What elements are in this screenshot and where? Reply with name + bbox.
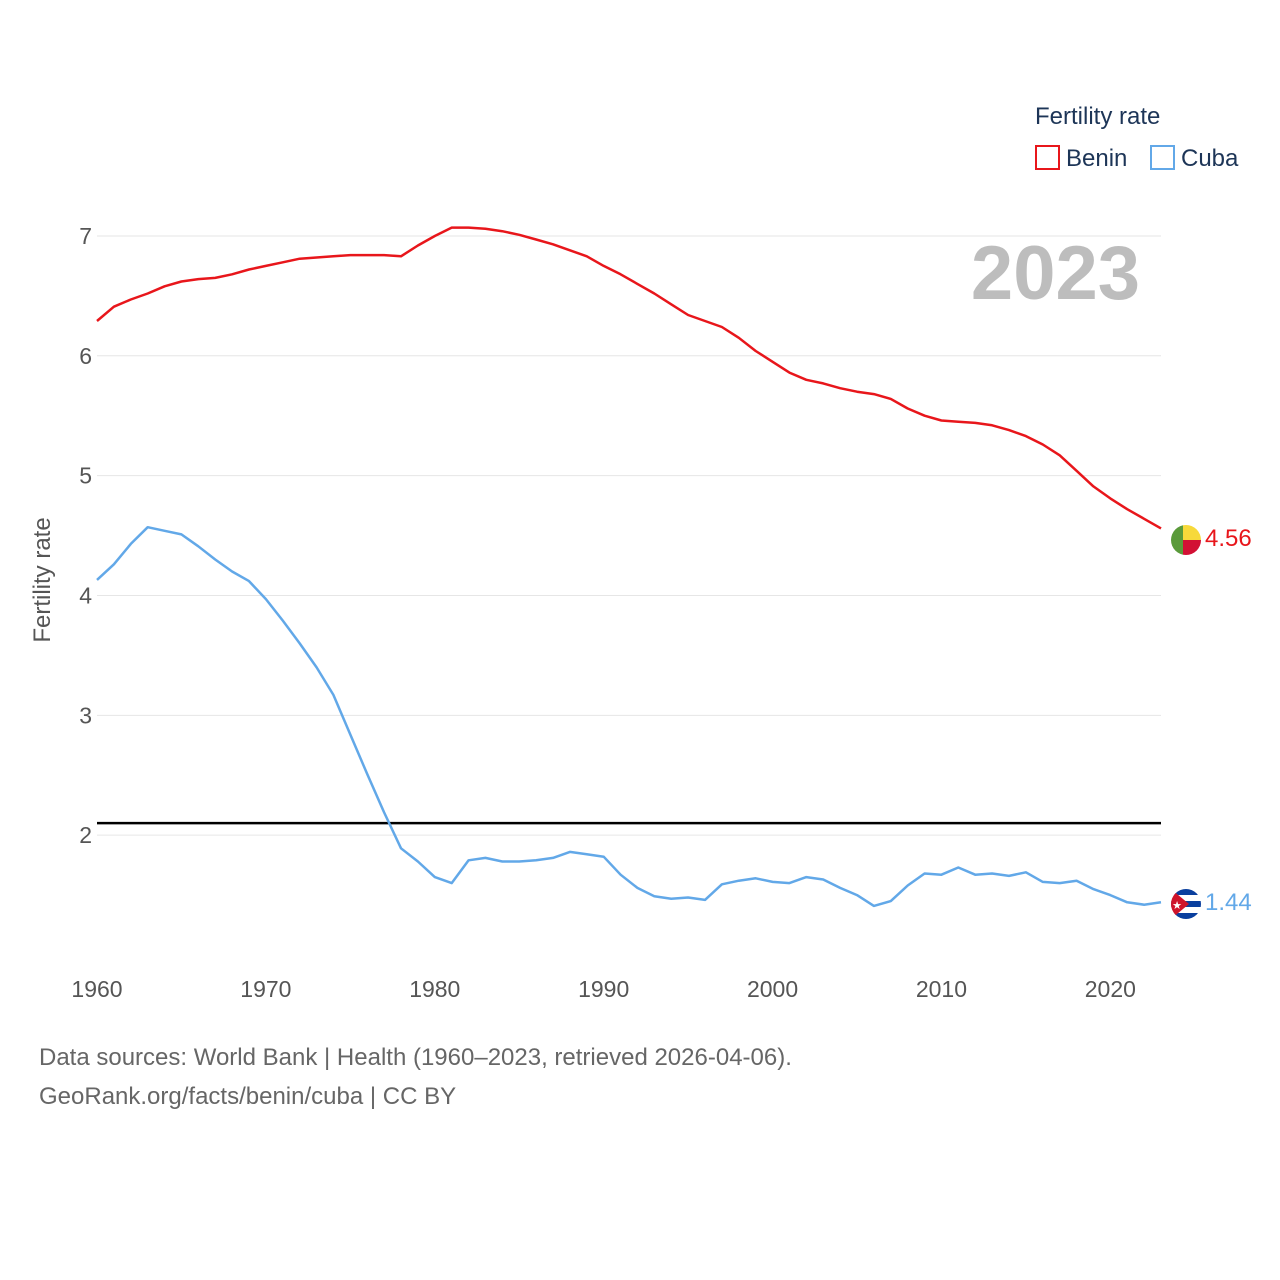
svg-text:★: ★ <box>1172 899 1182 912</box>
x-tick-label: 1960 <box>71 976 122 1002</box>
gridlines <box>97 235 1161 836</box>
fertility-rate-chart: 2 3 4 5 6 7 1960 1970 1980 1990 2000 2010 2020 Fert… <box>29 103 1252 1002</box>
x-tick-label: 2000 <box>747 976 798 1002</box>
footer-source: Data sources: World Bank | Health (1960–… <box>39 1044 792 1071</box>
legend: Fertility rate Benin Cuba <box>1035 103 1239 172</box>
series-lines <box>96 226 1162 908</box>
x-tick-label: 1970 <box>240 976 291 1002</box>
year-display: 2023 <box>971 231 1140 316</box>
x-tick-label: 1990 <box>578 976 629 1002</box>
x-axis-ticks: 1960 1970 1980 1990 2000 2010 2020 <box>71 976 1136 1002</box>
y-tick-label: 6 <box>79 343 92 369</box>
series-line-benin[interactable] <box>96 226 1162 530</box>
x-tick-label: 1980 <box>409 976 460 1002</box>
cuba-flag-icon: ★ <box>1171 889 1201 919</box>
end-value-benin: 4.56 <box>1205 525 1252 552</box>
benin-flag-icon <box>1171 525 1201 555</box>
y-axis-title: Fertility rate <box>29 517 56 642</box>
legend-title: Fertility rate <box>1035 103 1160 130</box>
series-line-cuba[interactable] <box>96 525 1162 908</box>
y-tick-label: 5 <box>79 463 92 489</box>
y-axis-ticks: 2 3 4 5 6 7 <box>79 223 92 848</box>
legend-label-benin: Benin <box>1066 145 1127 172</box>
legend-swatch-cuba <box>1150 145 1175 170</box>
legend-item-benin[interactable]: Benin <box>1035 145 1127 172</box>
footer-link[interactable]: GeoRank.org/facts/benin/cuba | CC BY <box>39 1083 457 1110</box>
x-tick-label: 2010 <box>916 976 967 1002</box>
y-tick-label: 2 <box>79 822 92 848</box>
legend-item-cuba[interactable]: Cuba <box>1150 145 1239 172</box>
y-tick-label: 4 <box>79 582 92 608</box>
x-tick-label: 2020 <box>1085 976 1136 1002</box>
legend-swatch-benin <box>1035 145 1060 170</box>
y-tick-label: 3 <box>79 702 92 728</box>
end-value-cuba: 1.44 <box>1205 889 1252 916</box>
y-tick-label: 7 <box>79 223 92 249</box>
legend-label-cuba: Cuba <box>1181 145 1239 172</box>
